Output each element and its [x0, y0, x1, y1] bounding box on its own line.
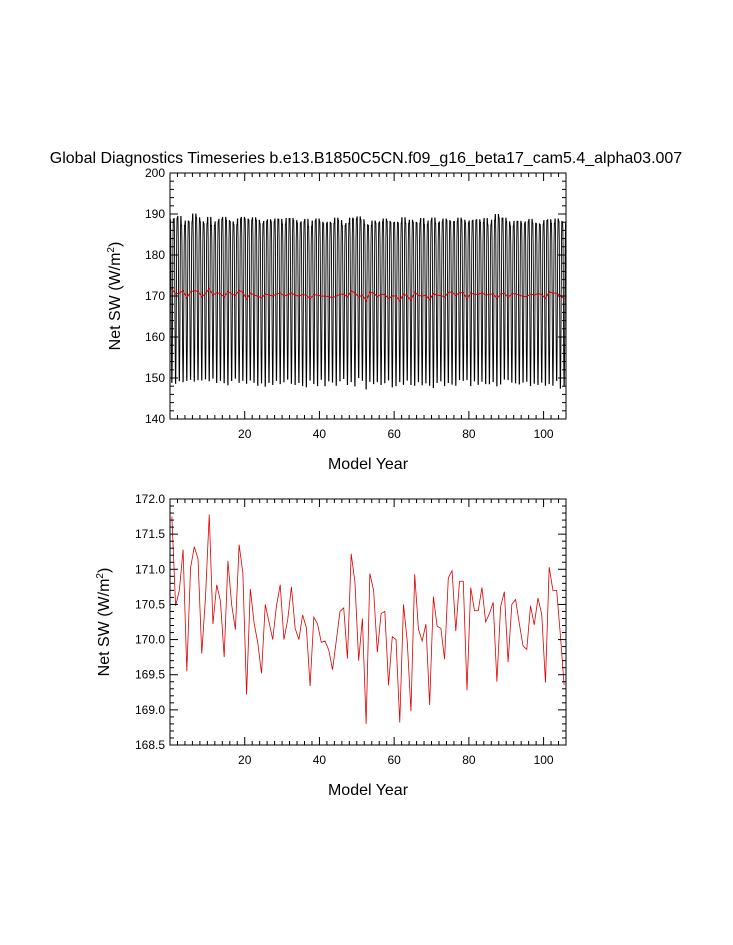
y-axis-title-superscript: 2: [95, 573, 106, 579]
y-axis-title-suffix: ): [96, 568, 113, 573]
y-axis-title-prefix: Net SW (W/m: [96, 579, 113, 677]
y-tick-label: 160: [145, 330, 165, 344]
x-tick-label: 80: [462, 427, 476, 441]
y-tick-label: 170: [145, 289, 165, 303]
y-tick-label: 169.5: [135, 668, 165, 682]
x-tick-label: 40: [313, 427, 327, 441]
y-tick-label: 190: [145, 207, 165, 221]
y-tick-label: 168.5: [135, 738, 165, 752]
x-tick-label: 80: [462, 753, 476, 767]
x-axis-title: Model Year: [328, 782, 409, 799]
x-tick-label: 100: [534, 753, 554, 767]
y-axis-title: Net SW (W/m2): [95, 568, 113, 677]
annual-mean-line: [171, 514, 565, 724]
y-axis-title-prefix: Net SW (W/m: [107, 253, 124, 351]
x-tick-label: 60: [387, 427, 401, 441]
monthly-series-line: [170, 213, 566, 390]
y-tick-label: 169.0: [135, 703, 165, 717]
plot-frame: [169, 498, 567, 746]
x-tick-label: 60: [387, 753, 401, 767]
y-axis-title-suffix: ): [107, 242, 124, 247]
y-tick-label: 172.0: [135, 492, 165, 506]
y-tick-label: 200: [145, 166, 165, 180]
y-tick-label: 140: [145, 412, 165, 426]
x-axis-title: Model Year: [328, 456, 409, 473]
x-tick-label: 20: [238, 427, 252, 441]
annual-mean-line: [171, 287, 565, 303]
y-tick-label: 180: [145, 248, 165, 262]
y-tick-label: 171.5: [135, 527, 165, 541]
top-panel: 20 40 60 80 100 140 150 160 170 180 190 200 Model Ye…: [106, 166, 567, 473]
x-tick-label: 20: [238, 753, 252, 767]
y-axis-title: Net SW (W/m2): [106, 242, 124, 351]
y-tick-label: 150: [145, 371, 165, 385]
y-tick-label: 170.0: [135, 633, 165, 647]
bottom-panel: 20 40 60 80 100 168.5 169.0 169.5 170.0 170.5 171.…: [95, 492, 567, 799]
y-tick-label: 171.0: [135, 562, 165, 576]
x-tick-label: 100: [534, 427, 554, 441]
chart-title: Global Diagnostics Timeseries b.e13.B185…: [50, 150, 683, 167]
y-axis-title-superscript: 2: [106, 247, 117, 253]
y-tick-label: 170.5: [135, 597, 165, 611]
x-tick-label: 40: [313, 753, 327, 767]
